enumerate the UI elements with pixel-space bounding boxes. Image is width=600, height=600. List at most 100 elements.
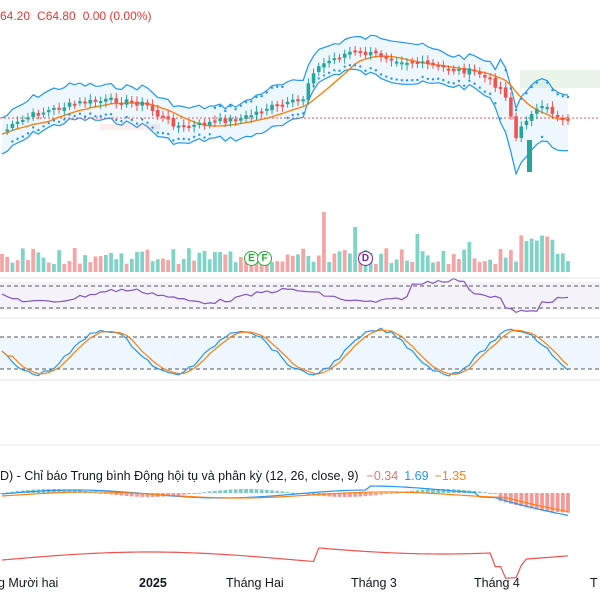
candle-body bbox=[379, 53, 383, 58]
parabolic-sar-dot bbox=[37, 128, 40, 132]
candle-body bbox=[98, 101, 103, 104]
parabolic-sar-dot bbox=[166, 132, 170, 136]
candle-body bbox=[187, 125, 191, 128]
candle-body bbox=[150, 105, 155, 111]
candle-body bbox=[561, 118, 565, 121]
macd-histogram-bar bbox=[259, 489, 264, 493]
volume-bar bbox=[88, 262, 93, 272]
candle-body bbox=[78, 101, 82, 104]
volume-bar bbox=[109, 252, 113, 272]
macd-histogram-bar bbox=[67, 489, 72, 493]
macd-histogram-bar bbox=[109, 493, 113, 495]
volume-bar bbox=[503, 257, 508, 272]
volume-bar bbox=[26, 260, 30, 272]
macd-value-signal: −1.35 bbox=[434, 469, 467, 483]
rsi-band bbox=[0, 282, 600, 310]
bollinger-lower-line bbox=[1, 68, 569, 176]
parabolic-sar-dot bbox=[213, 106, 217, 110]
candle-body bbox=[462, 67, 466, 74]
ohlc-close: C64.80 bbox=[37, 9, 76, 23]
ohlc-change: 0.00 (0.00%) bbox=[82, 9, 152, 23]
parabolic-sar-dot bbox=[286, 116, 289, 120]
event-marker-e[interactable]: E bbox=[244, 251, 259, 266]
candle-body bbox=[535, 108, 539, 114]
macd-histogram-bar bbox=[483, 492, 487, 494]
volume-bar bbox=[238, 256, 243, 272]
candle-body bbox=[301, 99, 305, 102]
parabolic-sar-dot bbox=[281, 85, 284, 89]
candle-body bbox=[228, 118, 233, 122]
parabolic-sar-dot bbox=[244, 101, 248, 104]
macd-histogram-bar bbox=[207, 491, 212, 493]
parabolic-sar-dot bbox=[156, 131, 159, 134]
parabolic-sar-dot bbox=[431, 78, 435, 81]
candle-body bbox=[46, 110, 51, 113]
macd-histogram-bar bbox=[550, 493, 555, 512]
macd-histogram-bar bbox=[98, 493, 103, 494]
parabolic-sar-dot bbox=[364, 69, 367, 72]
candle-body bbox=[88, 99, 93, 104]
parabolic-sar-dot bbox=[218, 104, 222, 108]
macd-histogram-bar bbox=[441, 489, 446, 493]
parabolic-sar-dot bbox=[83, 115, 87, 118]
macd-histogram-bar bbox=[233, 489, 238, 493]
macd-histogram-bar bbox=[135, 493, 139, 497]
volume-bar bbox=[332, 253, 337, 272]
stochastic-k-line bbox=[1, 327, 569, 377]
parabolic-sar-dot bbox=[447, 81, 450, 84]
parabolic-sar-dot bbox=[16, 137, 19, 141]
time-axis[interactable]: g Mười hai 2025 Tháng Hai Tháng 3 Tháng … bbox=[0, 576, 600, 596]
volume-bar bbox=[457, 259, 461, 272]
parabolic-sar-dot bbox=[125, 115, 128, 119]
volume-bar bbox=[145, 249, 150, 272]
candle-body bbox=[400, 62, 404, 65]
macd-histogram-bar bbox=[327, 493, 332, 497]
macd-histogram-bar bbox=[93, 492, 98, 494]
macd-histogram-bar bbox=[181, 493, 186, 495]
cloud-area bbox=[520, 70, 600, 88]
candle-body bbox=[545, 107, 550, 110]
parabolic-sar-dot bbox=[42, 125, 45, 128]
parabolic-sar-dot bbox=[556, 93, 559, 96]
parabolic-sar-dot bbox=[276, 85, 279, 89]
candle-body bbox=[275, 104, 280, 107]
macd-histogram-bar bbox=[514, 493, 518, 506]
macd-histogram-bar bbox=[529, 493, 534, 509]
candle-body bbox=[72, 103, 77, 106]
volume-bar bbox=[10, 262, 15, 272]
event-marker-f[interactable]: F bbox=[257, 251, 272, 266]
parabolic-sar-dot bbox=[348, 63, 352, 67]
candle-body bbox=[140, 101, 145, 106]
parabolic-sar-dot bbox=[63, 118, 66, 121]
macd-legend[interactable]: D) - Chỉ báo Trung bình Động hội tụ và p… bbox=[0, 469, 466, 483]
volume-bar bbox=[353, 227, 358, 272]
parabolic-sar-dot bbox=[478, 86, 481, 89]
parabolic-sar-dot bbox=[395, 78, 398, 81]
parabolic-sar-dot bbox=[566, 95, 570, 99]
candle-body bbox=[15, 121, 20, 124]
macd-histogram-bar bbox=[176, 493, 181, 496]
volume-bar bbox=[223, 254, 228, 272]
oscillator-line bbox=[1, 547, 569, 579]
candle-body bbox=[477, 71, 482, 75]
parabolic-sar-dot bbox=[11, 140, 14, 143]
candle-body bbox=[493, 77, 498, 88]
macd-histogram-bar bbox=[187, 493, 191, 495]
event-marker-d[interactable]: D bbox=[358, 251, 373, 266]
parabolic-sar-dot bbox=[99, 114, 102, 118]
parabolic-sar-dot bbox=[57, 120, 61, 123]
stoch-band bbox=[0, 337, 600, 369]
macd-histogram-bar bbox=[420, 489, 425, 493]
candle-body bbox=[374, 50, 378, 54]
parabolic-sar-dot bbox=[151, 126, 154, 129]
parabolic-sar-dot bbox=[452, 82, 455, 85]
volume-bar bbox=[20, 248, 25, 272]
candle-body bbox=[457, 68, 461, 71]
volume-bar bbox=[254, 261, 259, 272]
volume-bar bbox=[379, 253, 383, 272]
parabolic-sar-dot bbox=[509, 87, 513, 90]
macd-histogram-bar bbox=[493, 493, 498, 494]
parabolic-sar-dot bbox=[369, 67, 372, 70]
candle-body bbox=[223, 118, 228, 123]
